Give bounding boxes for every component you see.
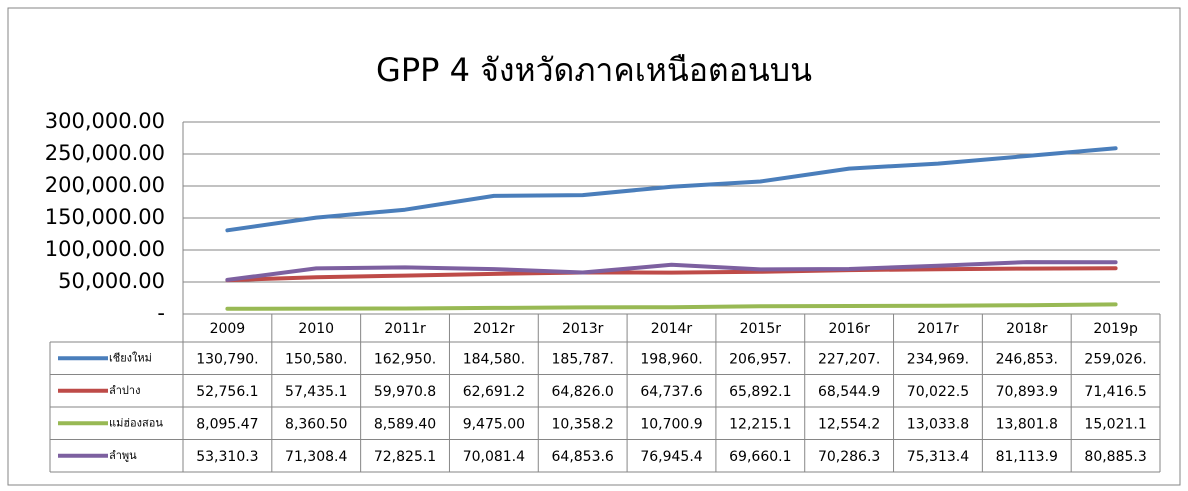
- x-tick-label: 2010: [298, 321, 334, 337]
- table-value: 59,970.8: [374, 384, 436, 400]
- table-value: 64,737.6: [640, 384, 702, 400]
- table-value: 150,580.: [285, 351, 347, 367]
- chart-title: GPP 4 จังหวัดภาคเหนือตอนบน: [376, 51, 812, 89]
- table-value: 234,969.: [907, 351, 969, 367]
- legend-label: ลำปาง: [109, 384, 140, 397]
- x-tick-label: 2017r: [917, 321, 959, 337]
- x-tick-label: 2011r: [384, 321, 426, 337]
- table-value: 52,756.1: [196, 384, 258, 400]
- x-tick-label: 2014r: [651, 321, 693, 337]
- table-value: 75,313.4: [907, 449, 969, 465]
- table-value: 70,286.3: [818, 449, 880, 465]
- table-value: 57,435.1: [285, 384, 347, 400]
- table-value: 71,308.4: [285, 449, 347, 465]
- table-value: 206,957.: [729, 351, 791, 367]
- x-tick-label: 2019p: [1093, 321, 1138, 337]
- table-value: 198,960.: [640, 351, 702, 367]
- y-tick-label: -: [157, 301, 165, 325]
- x-tick-label: 2013r: [562, 321, 604, 337]
- table-value: 9,475.00: [463, 416, 525, 432]
- table-value: 71,416.5: [1084, 384, 1146, 400]
- table-value: 8,360.50: [285, 416, 347, 432]
- table-value: 70,893.9: [996, 384, 1058, 400]
- table-value: 69,660.1: [729, 449, 791, 465]
- y-tick-label: 250,000.00: [45, 141, 165, 165]
- table-value: 10,700.9: [640, 416, 702, 432]
- x-tick-label: 2018r: [1006, 321, 1048, 337]
- table-value: 185,787.: [552, 351, 614, 367]
- table-value: 80,885.3: [1084, 449, 1146, 465]
- legend-label: เชียงใหม่: [109, 351, 152, 364]
- legend-label: แม่ฮ่องสอน: [109, 416, 163, 429]
- table-value: 130,790.: [196, 351, 258, 367]
- table-value: 64,826.0: [552, 384, 614, 400]
- x-tick-label: 2012r: [473, 321, 515, 337]
- table-value: 64,853.6: [552, 449, 614, 465]
- table-value: 13,801.8: [996, 416, 1058, 432]
- y-tick-label: 100,000.00: [45, 237, 165, 261]
- series-line: [225, 302, 1118, 311]
- legend-label: ลำพูน: [109, 449, 137, 462]
- series-line: [225, 146, 1118, 233]
- table-value: 76,945.4: [640, 449, 702, 465]
- table-value: 70,022.5: [907, 384, 969, 400]
- x-tick-label: 2016r: [828, 321, 870, 337]
- table-value: 10,358.2: [552, 416, 614, 432]
- table-value: 62,691.2: [463, 384, 525, 400]
- table-value: 162,950.: [374, 351, 436, 367]
- table-value: 65,892.1: [729, 384, 791, 400]
- table-value: 81,113.9: [996, 449, 1058, 465]
- table-value: 12,215.1: [729, 416, 791, 432]
- table-value: 246,853.: [996, 351, 1058, 367]
- table-value: 13,033.8: [907, 416, 969, 432]
- x-tick-label: 2015r: [740, 321, 782, 337]
- table-value: 259,026.: [1084, 351, 1146, 367]
- series-line: [225, 260, 1118, 282]
- y-tick-label: 50,000.00: [58, 269, 165, 293]
- table-value: 227,207.: [818, 351, 880, 367]
- x-tick-label: 2009: [210, 321, 246, 337]
- table-value: 184,580.: [463, 351, 525, 367]
- table-value: 15,021.1: [1084, 416, 1146, 432]
- chart-frame: [7, 7, 1181, 486]
- table-value: 68,544.9: [818, 384, 880, 400]
- y-tick-label: 300,000.00: [45, 109, 165, 133]
- table-value: 8,095.47: [196, 416, 258, 432]
- table-value: 53,310.3: [196, 449, 258, 465]
- table-value: 12,554.2: [818, 416, 880, 432]
- table-value: 72,825.1: [374, 449, 436, 465]
- table-value: 70,081.4: [463, 449, 525, 465]
- y-tick-label: 150,000.00: [45, 205, 165, 229]
- table-value: 8,589.40: [374, 416, 436, 432]
- y-tick-label: 200,000.00: [45, 173, 165, 197]
- series-line: [225, 266, 1118, 283]
